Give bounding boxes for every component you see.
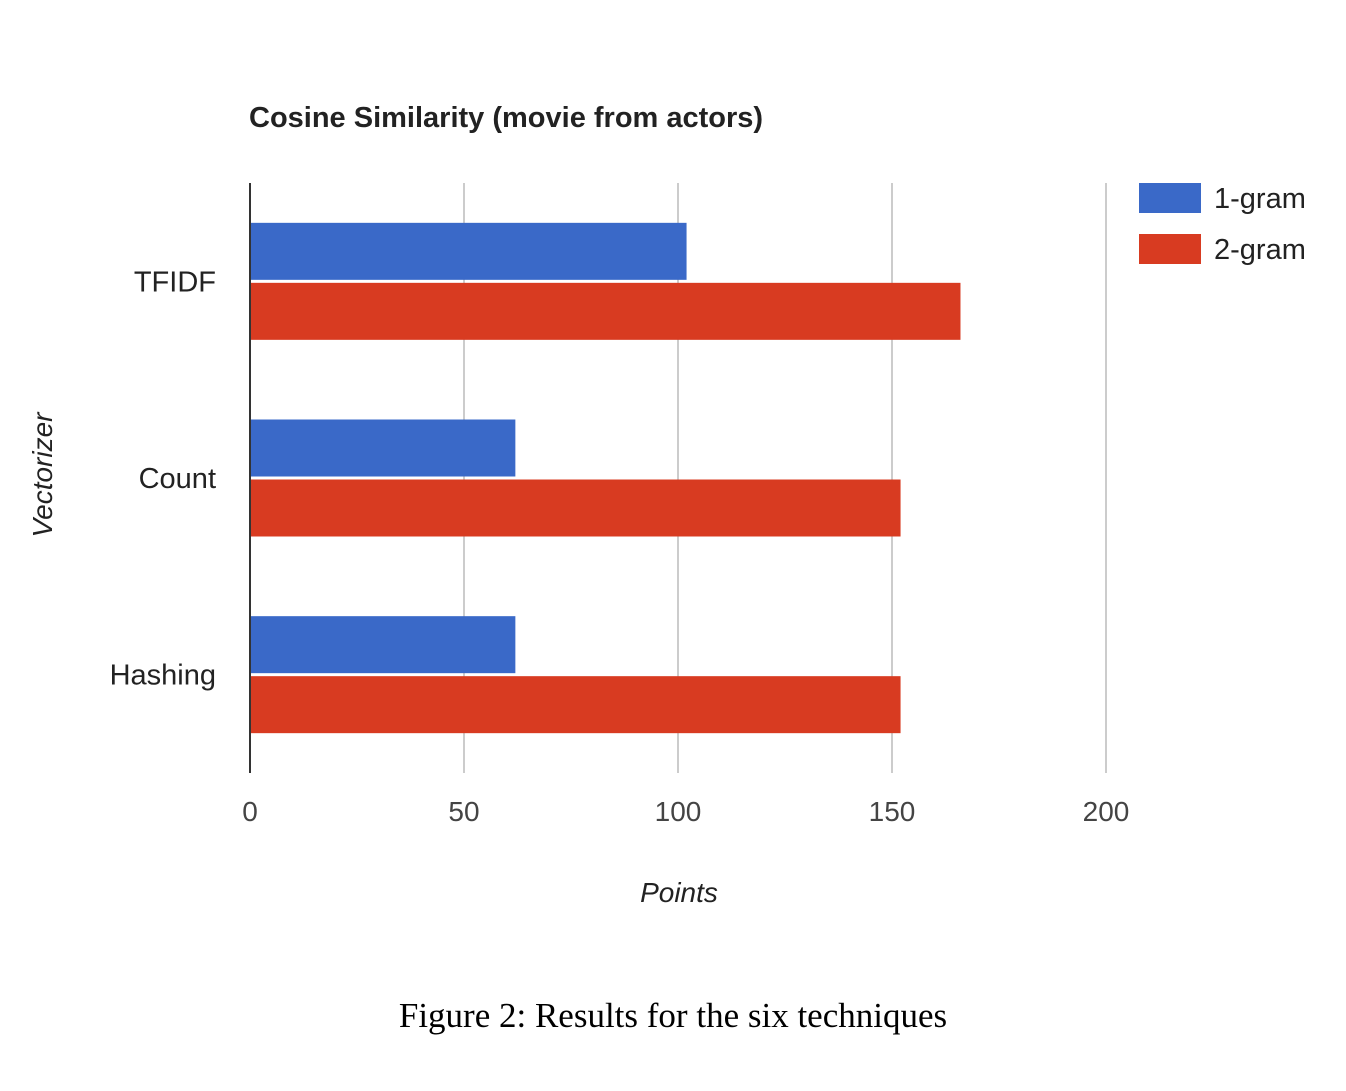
bar-hashing-2-gram — [250, 676, 901, 734]
x-tick-label: 50 — [448, 796, 479, 827]
bar-hashing-1-gram — [250, 616, 516, 674]
chart-title: Cosine Similarity (movie from actors) — [249, 102, 763, 134]
legend-swatch — [1139, 183, 1201, 213]
legend: 1-gram 2-gram — [1139, 183, 1306, 266]
x-axis-label: Points — [640, 877, 718, 908]
bar-tfidf-1-gram — [250, 222, 687, 280]
y-axis-label: Vectorizer — [27, 411, 58, 538]
legend-label: 2-gram — [1214, 234, 1306, 266]
chart: 0 50 100 150 200 TFIDF Count Hashing 1-gram 2-g… — [27, 102, 1306, 908]
figure-caption: Figure 2: Results for the six techniques — [398, 996, 948, 1035]
bar-count-2-gram — [250, 479, 901, 537]
x-tick-label: 200 — [1083, 796, 1130, 827]
category-label: TFIDF — [134, 266, 216, 298]
category-label: Hashing — [110, 660, 216, 692]
x-tick-label: 150 — [869, 796, 916, 827]
category-label: Count — [139, 463, 216, 495]
x-tick-label: 0 — [242, 796, 258, 827]
legend-label: 1-gram — [1214, 183, 1306, 215]
legend-swatch — [1139, 234, 1201, 264]
bar-tfidf-2-gram — [250, 282, 961, 340]
x-tick-label: 100 — [655, 796, 702, 827]
bar-count-1-gram — [250, 419, 516, 477]
